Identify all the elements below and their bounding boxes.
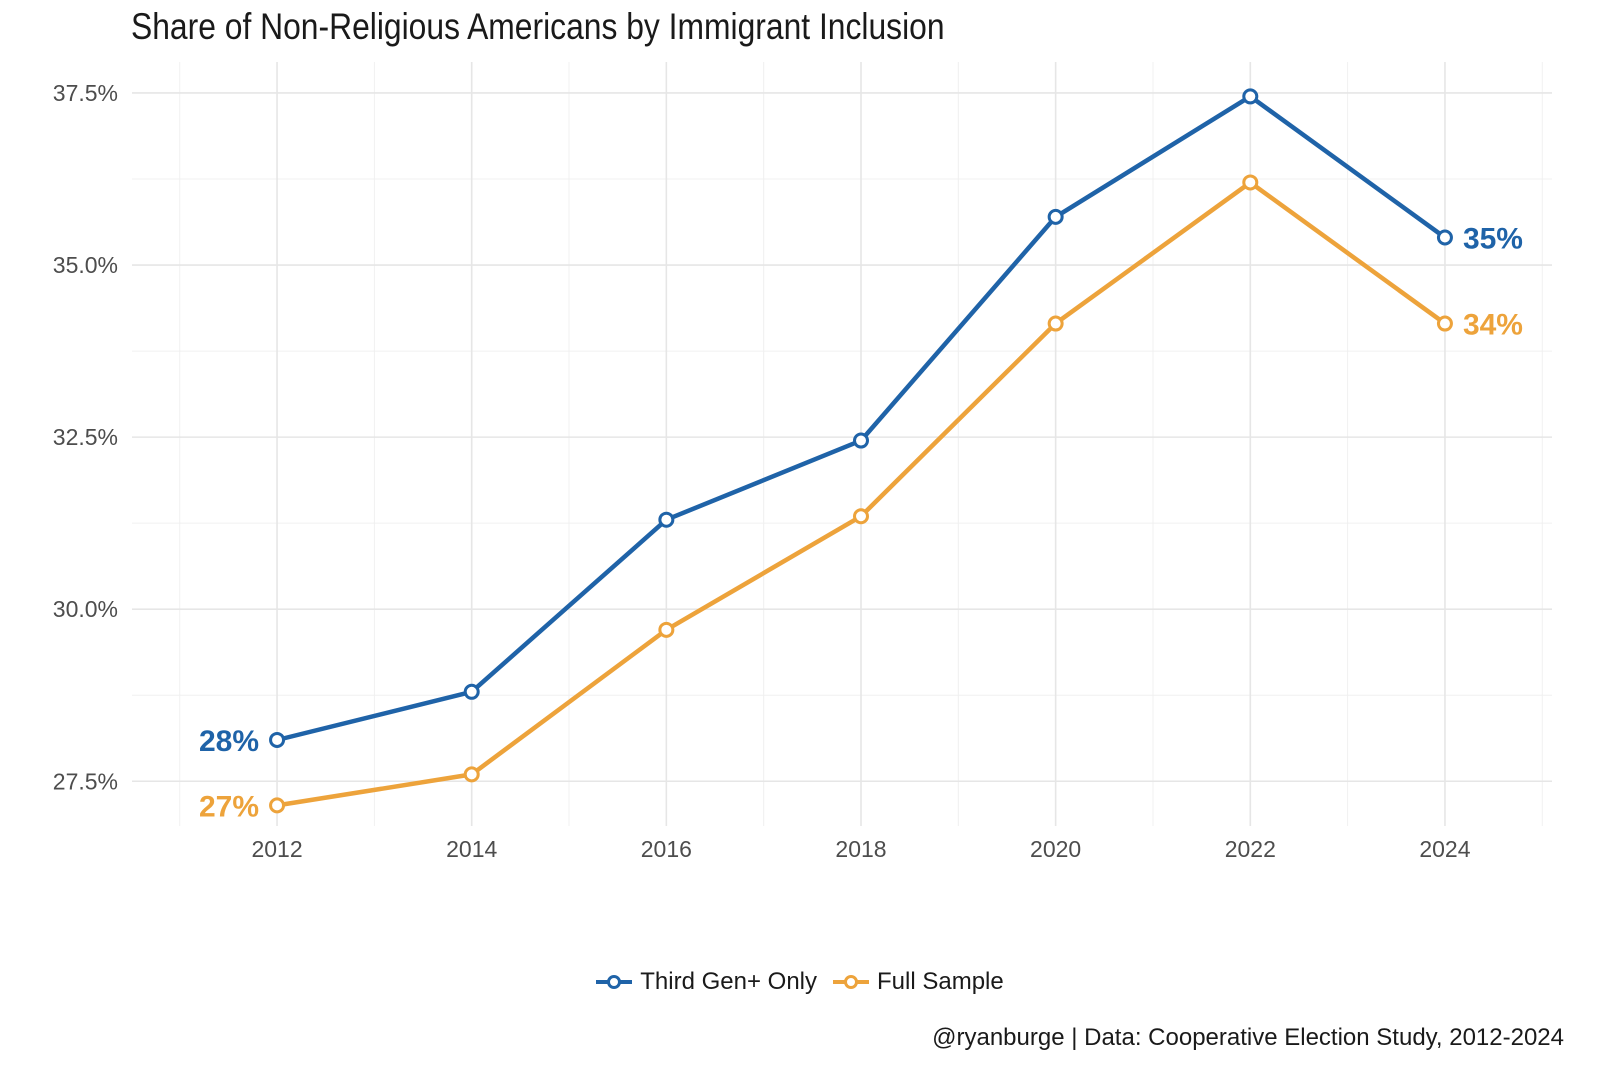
data-point [1242,174,1259,191]
data-point [463,766,480,783]
series [269,88,1453,814]
legend-item-third-gen: Third Gen+ Only [596,968,817,996]
data-point [1436,315,1453,332]
data-point [853,508,869,525]
grid [132,62,1552,826]
data-point [1047,208,1064,225]
line-chart: 27.5% 30.0% 32.5% 35.0% 37.5% 2012 2014 2016 201… [53,62,1552,862]
end-labels: 28% 35% 27% 34% [199,223,1523,824]
x-tick-label: 2024 [1419,836,1470,862]
x-tick-label: 2018 [835,836,886,862]
data-point [463,683,480,700]
data-point [853,432,869,449]
data-point [658,621,675,638]
axes: 27.5% 30.0% 32.5% 35.0% 37.5% 2012 2014 2016 201… [53,80,1471,862]
legend-label-third-gen: Third Gen+ Only [640,968,818,995]
y-tick-label: 27.5% [53,768,118,794]
x-tick-label: 2016 [641,836,692,862]
legend: Third Gen+ Only Full Sample [0,968,1600,996]
y-tick-label: 35.0% [53,252,118,278]
y-tick-label: 30.0% [53,596,118,622]
y-tick-label: 32.5% [53,424,118,450]
x-tick-label: 2020 [1030,836,1081,862]
data-point [658,511,675,528]
x-tick-label: 2012 [251,836,302,862]
legend-key-third-gen [596,972,633,992]
start-label-0: 28% [199,725,259,758]
start-label-1: 27% [199,790,259,823]
legend-item-full-sample: Full Sample [833,968,1004,996]
data-point [269,797,286,814]
data-point [1047,315,1064,332]
legend-label-full-sample: Full Sample [877,968,1004,995]
x-tick-label: 2022 [1225,836,1276,862]
data-point [1242,88,1259,105]
data-point [1436,229,1453,246]
chart-caption: @ryanburge | Data: Cooperative Election … [932,1024,1564,1051]
end-label-1: 34% [1463,309,1523,342]
end-label-0: 35% [1463,223,1523,256]
legend-key-full-sample [833,972,870,992]
data-point [269,731,286,748]
x-tick-label: 2014 [446,836,497,862]
y-tick-label: 37.5% [53,80,118,106]
chart-title: Share of Non-Religious Americans by Immi… [131,6,945,47]
